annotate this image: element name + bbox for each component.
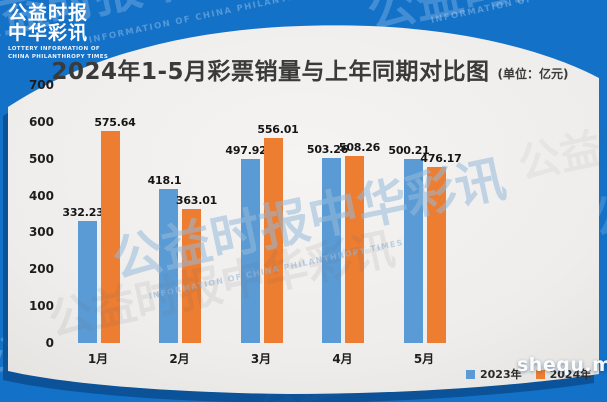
brand-logo: 公益时报 中华彩讯 LOTTERY INFORMATION OF CHINA P… xyxy=(8,2,109,61)
bar-value-label: 332.23 xyxy=(62,205,104,219)
bar-value-label: 497.92 xyxy=(225,144,267,158)
y-axis-tick-label: 600 xyxy=(28,114,54,129)
brand-logo-line1: 公益时报 xyxy=(8,2,89,24)
legend-item-2023: 2023年 xyxy=(466,366,522,382)
bar-2023年 xyxy=(159,188,178,343)
legend-swatch-2024 xyxy=(535,369,545,379)
y-axis-tick-label: 200 xyxy=(28,262,54,277)
brand-logo-line2: 中华彩讯 xyxy=(8,21,89,44)
site-watermark: shequ.me xyxy=(517,354,607,376)
bar-value-label: 503.26 xyxy=(306,142,349,156)
legend-label-2024: 2024年 xyxy=(549,368,592,381)
legend-swatch-2023 xyxy=(466,369,475,379)
bar-value-label: 508.26 xyxy=(338,140,381,154)
x-axis-category-label: 4月 xyxy=(332,352,353,366)
bar-2024年 xyxy=(426,167,446,343)
chart-legend: 2023年 2024年 xyxy=(466,366,591,382)
chart-unit-label: (单位：亿元) xyxy=(497,67,569,81)
legend-label-2023: 2023年 xyxy=(480,368,522,381)
legend-item-2024: 2024年 xyxy=(535,366,592,382)
x-axis-category-label: 2月 xyxy=(169,352,190,366)
bar-2024年 xyxy=(345,155,364,343)
bar-value-label: 500.21 xyxy=(388,143,430,157)
brand-logo-sub2: CHINA PHILANTHROPY TIMES xyxy=(8,54,109,61)
bar-2023年 xyxy=(77,220,97,343)
card-face xyxy=(8,25,599,394)
bar-2024年 xyxy=(263,138,283,343)
bar-value-label: 418.1 xyxy=(147,173,182,187)
bar-value-label: 363.01 xyxy=(175,194,218,208)
y-axis-tick-label: 300 xyxy=(28,225,54,240)
bar-2024年 xyxy=(182,209,201,343)
x-axis-category-label: 3月 xyxy=(250,352,272,366)
chart-title-row: 2024年1-5月彩票销量与上年同期对比图 (单位：亿元) xyxy=(30,52,590,86)
x-axis-category-label: 5月 xyxy=(413,352,435,366)
chart-title: 2024年1-5月彩票销量与上年同期对比图 xyxy=(51,59,490,85)
bar-2024年 xyxy=(100,130,120,343)
bar-2023年 xyxy=(403,158,423,343)
y-axis-tick-label: 500 xyxy=(28,151,54,166)
bar-value-label: 575.64 xyxy=(94,115,136,129)
bar-2023年 xyxy=(322,157,341,343)
bar-value-label: 476.17 xyxy=(420,152,462,166)
bar-value-label: 556.01 xyxy=(257,123,299,137)
y-axis-tick-label: 0 xyxy=(45,336,54,350)
x-axis-category-label: 1月 xyxy=(87,352,109,366)
y-axis-tick-label: 400 xyxy=(28,188,54,203)
bar-2023年 xyxy=(240,159,260,343)
y-axis-tick-label: 700 xyxy=(28,78,54,92)
y-axis-tick-label: 100 xyxy=(28,299,54,314)
brand-logo-sub1: LOTTERY INFORMATION OF xyxy=(8,45,101,52)
